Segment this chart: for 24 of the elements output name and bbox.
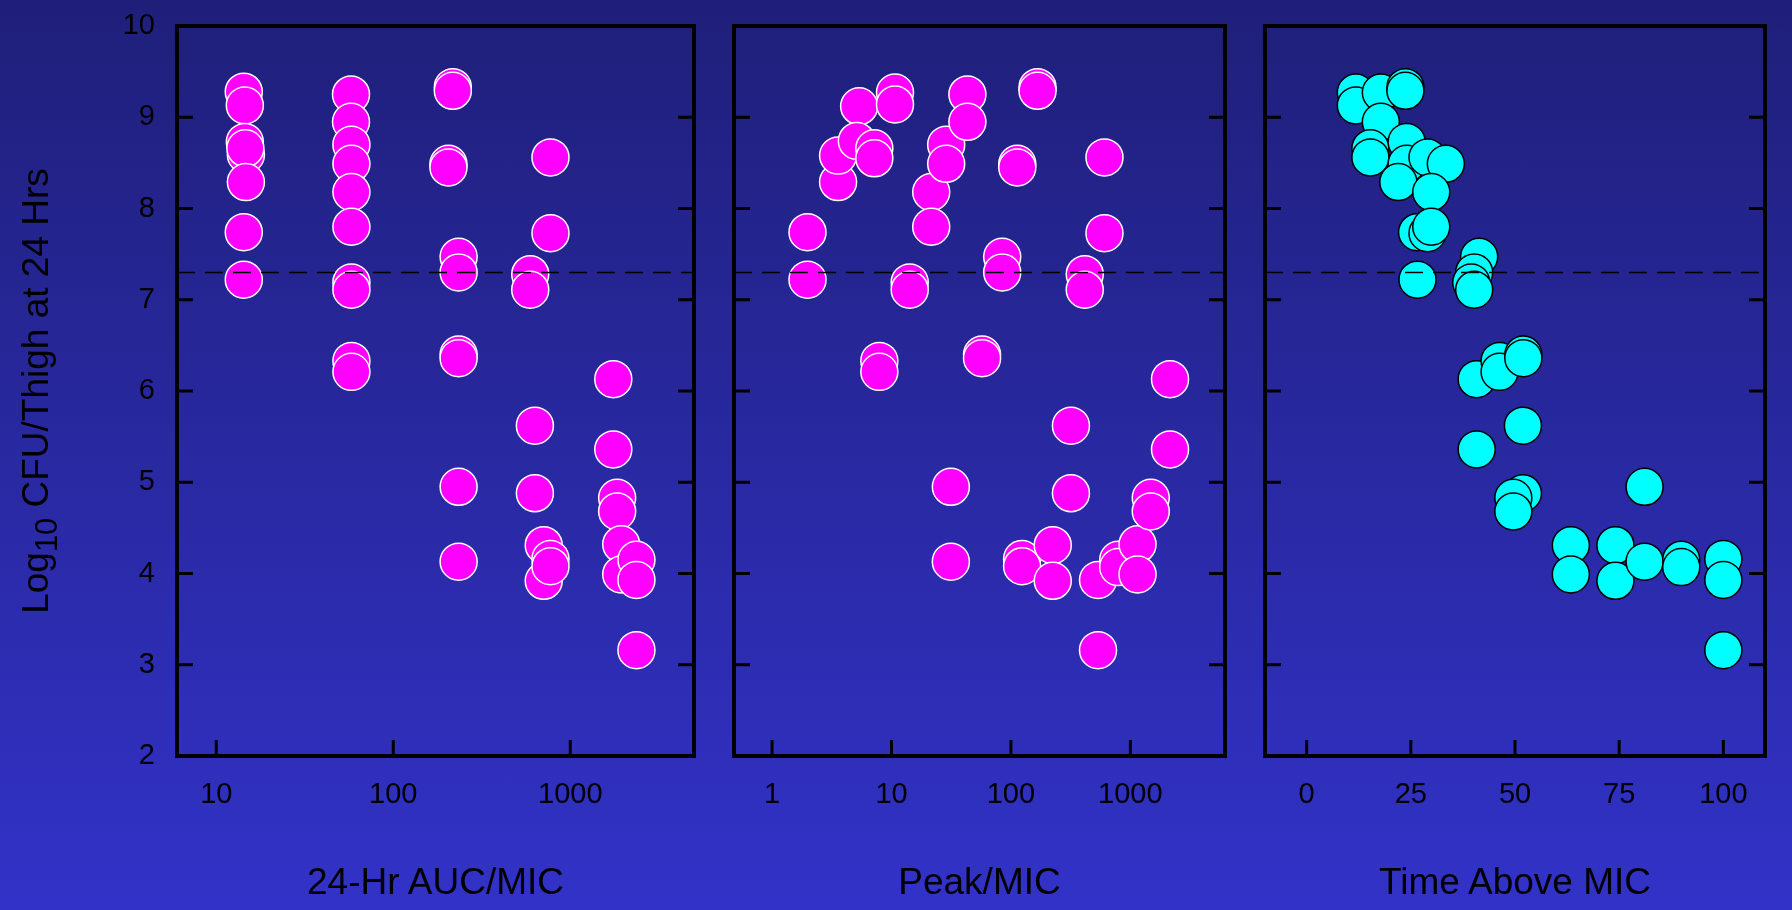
x-tick-label: 100 bbox=[369, 777, 418, 810]
x-tick-label: 50 bbox=[1498, 777, 1532, 810]
x-tick-label: 100 bbox=[986, 777, 1036, 810]
y-tick-label: 4 bbox=[138, 555, 155, 588]
x-axis-title: Peak/MIC bbox=[898, 861, 1061, 902]
x-axis-title: Time Above MIC bbox=[1378, 861, 1652, 902]
x-tick-label: 1 bbox=[764, 777, 781, 810]
x-tick-label: 100 bbox=[1699, 777, 1748, 810]
x-tick-label: 25 bbox=[1394, 777, 1427, 810]
x-tick-label: 10 bbox=[200, 777, 233, 810]
y-tick-label: 8 bbox=[138, 190, 155, 223]
x-tick-label: 10 bbox=[875, 777, 908, 810]
y-tick-label: 3 bbox=[138, 646, 155, 679]
x-tick-label: 1000 bbox=[1098, 777, 1163, 810]
y-tick-label: 10 bbox=[122, 8, 155, 40]
y-tick-label: 6 bbox=[138, 373, 155, 405]
y-tick-label: 2 bbox=[138, 738, 155, 770]
y-tick-label: 9 bbox=[138, 99, 155, 132]
x-tick-label: 1000 bbox=[538, 777, 603, 810]
x-axis-title: 24-Hr AUC/MIC bbox=[307, 861, 564, 902]
y-tick-label: 7 bbox=[138, 281, 155, 314]
x-tick-label: 75 bbox=[1603, 777, 1636, 810]
y-tick-label: 5 bbox=[138, 464, 155, 497]
x-tick-label: 0 bbox=[1298, 777, 1315, 810]
